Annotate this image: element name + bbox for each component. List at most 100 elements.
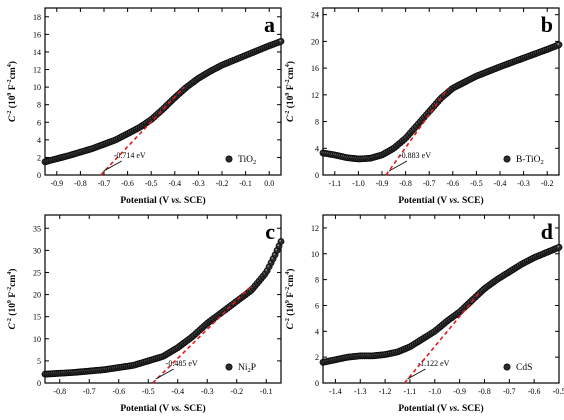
plot-frame: [44, 7, 282, 176]
x-tick-label: -1.4: [329, 387, 342, 396]
y-tick-label: 20: [33, 291, 41, 300]
data-point-highlight: [271, 257, 274, 259]
panel-b: -1.1 -1.0 -0.9 -0.8 -0.7 -0.6 -0.5 -0.4 -0.3 -0.2…: [285, 7, 563, 206]
y-tick-label: 2: [37, 153, 41, 162]
x-tick-label: -0.6: [121, 179, 134, 188]
y-tick-label: 6: [37, 118, 41, 127]
panel-d: -1.4 -1.3 -1.2 -1.1 -1.0 -0.9 -0.8 -0.7 -0.6 -0.5…: [285, 214, 564, 414]
y-tick-label: 35: [33, 224, 41, 233]
panel-letter: d: [541, 219, 553, 244]
y-tick-label: 4: [37, 136, 41, 145]
x-tick-label: -0.9: [453, 387, 466, 396]
panel-letter: c: [265, 219, 275, 244]
annotation-leader: [388, 160, 408, 172]
data-point-highlight: [273, 253, 276, 255]
data-point-highlight: [275, 248, 278, 251]
annotation-leader: [407, 368, 426, 380]
y-tick-label: 4: [315, 327, 319, 336]
x-tick-label: 0.0: [264, 179, 274, 188]
x-tick-label: -0.8: [478, 387, 491, 396]
x-tick-label: -0.8: [74, 179, 87, 188]
legend-label: TiO2: [238, 155, 256, 166]
x-tick-label: -0.2: [541, 179, 554, 188]
legend-label: Ni2P: [238, 363, 256, 374]
x-tick-label: -1.1: [328, 179, 341, 188]
y-tick-label: 12: [311, 91, 319, 100]
x-tick-label: -1.2: [379, 387, 392, 396]
plot-frame: [322, 7, 560, 176]
annotation-text: -0.883 eV: [399, 151, 431, 160]
x-axis-title: Potential (V vs. SCE): [398, 403, 483, 414]
y-tick-label: 10: [33, 335, 41, 344]
x-tick-label: -0.3: [201, 387, 214, 396]
x-tick-label: -0.1: [239, 179, 252, 188]
annotation-leader: [155, 368, 174, 380]
y-tick-label: 12: [33, 66, 41, 75]
legend-marker: [225, 363, 233, 371]
y-tick-label: 0: [315, 379, 319, 388]
x-tick-label: -0.4: [171, 387, 184, 396]
y-tick-label: 0: [315, 171, 319, 180]
y-tick-label: 8: [37, 101, 41, 110]
x-tick-label: -0.2: [230, 387, 243, 396]
legend-marker: [225, 155, 233, 163]
data-point-highlight: [279, 239, 282, 242]
x-tick-label: -1.3: [354, 387, 367, 396]
y-tick-label: 20: [311, 37, 319, 46]
x-axis-title: Potential (V vs. SCE): [120, 403, 205, 414]
data-point-highlight: [277, 244, 280, 247]
x-axis-title: Potential (V vs. SCE): [398, 195, 483, 206]
annotation-text: -0.485 eV: [166, 359, 198, 368]
data-point-highlight: [269, 261, 272, 263]
data-point-highlight: [267, 265, 270, 267]
fit-line: [100, 86, 185, 176]
legend-label: CdS: [516, 363, 532, 373]
x-tick-label: -0.4: [494, 179, 507, 188]
x-tick-label: -0.9: [50, 179, 63, 188]
panel-a: -0.9 -0.8 -0.7 -0.6 -0.5 -0.4 -0.3 -0.2 -0.1 0.0 0…: [7, 7, 285, 206]
x-tick-label: -0.7: [503, 387, 516, 396]
y-axis-title: C-2 (109 F-2cm4): [285, 269, 296, 330]
y-tick-label: 14: [33, 48, 41, 57]
y-tick-label: 8: [315, 276, 319, 285]
x-tick-label: -0.1: [260, 387, 273, 396]
plot-frame: [322, 214, 560, 384]
x-tick-label: -0.3: [192, 179, 205, 188]
legend-marker: [503, 363, 511, 371]
y-tick-label: 15: [33, 313, 41, 322]
data-point: [277, 38, 285, 45]
x-tick-label: -0.9: [376, 179, 389, 188]
x-tick-label: -0.6: [446, 179, 459, 188]
y-tick-label: 18: [33, 13, 41, 22]
y-axis-title: C-2 (109 F-2cm4): [285, 61, 296, 122]
y-tick-label: 10: [311, 250, 319, 259]
fit-line: [152, 285, 253, 384]
x-tick-label: -0.7: [423, 179, 436, 188]
annotation-leader: [103, 160, 122, 172]
legend-marker: [503, 155, 511, 163]
y-tick-label: 24: [311, 11, 319, 20]
data-point-highlight: [279, 39, 282, 42]
data-point: [277, 238, 285, 245]
x-tick-label: -0.7: [83, 387, 96, 396]
x-tick-label: -0.6: [112, 387, 125, 396]
y-axis-title: C-2 (109 F-2cm4): [7, 269, 18, 330]
data-point-highlight: [557, 43, 560, 45]
plot-frame: [44, 214, 282, 384]
x-tick-label: -1.0: [428, 387, 441, 396]
data-point: [555, 243, 563, 251]
y-tick-label: 30: [33, 246, 41, 255]
data-point-highlight: [265, 269, 268, 271]
y-tick-label: 2: [315, 353, 319, 362]
y-tick-label: 6: [315, 301, 319, 310]
y-tick-label: 0: [37, 379, 41, 388]
x-tick-label: -0.3: [517, 179, 530, 188]
y-tick-label: 0: [37, 171, 41, 180]
y-tick-label: 25: [33, 268, 41, 277]
panel-letter: b: [541, 12, 553, 37]
y-tick-label: 16: [33, 30, 41, 39]
x-tick-label: -0.8: [53, 387, 66, 396]
annotation-text: -1.122 eV: [417, 359, 449, 368]
x-tick-label: -0.5: [142, 387, 155, 396]
